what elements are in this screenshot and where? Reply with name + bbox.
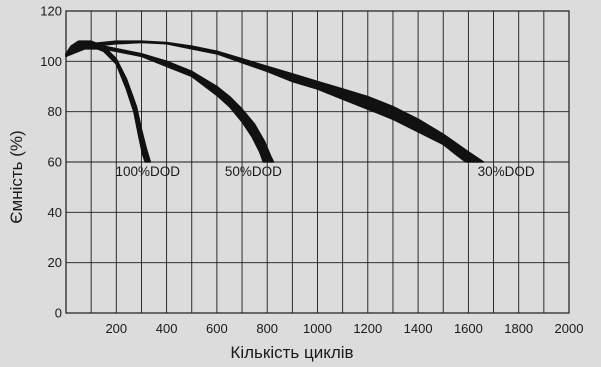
grid-lines bbox=[66, 11, 569, 313]
y-tick-label: 60 bbox=[48, 155, 62, 170]
curve-annotations: 100%DOD 50%DOD 30%DOD bbox=[115, 164, 534, 179]
y-tick-label: 20 bbox=[48, 255, 62, 270]
y-tick-label: 100 bbox=[40, 54, 62, 69]
y-tick-label: 0 bbox=[55, 306, 62, 321]
curve-label: 100%DOD bbox=[115, 164, 180, 179]
x-tick-label: 1400 bbox=[404, 321, 433, 336]
x-tick-label: 1200 bbox=[353, 321, 382, 336]
y-tick-labels: 0 20 40 60 80 100 120 bbox=[40, 4, 62, 321]
curve-label: 30%DOD bbox=[478, 164, 535, 179]
x-tick-label: 200 bbox=[105, 321, 127, 336]
y-axis-label: Ємність (%) bbox=[7, 130, 26, 223]
y-tick-label: 120 bbox=[40, 4, 62, 19]
x-tick-labels: 200 400 600 800 1000 1200 1400 1600 1800 2000 bbox=[105, 321, 583, 336]
x-tick-label: 2000 bbox=[555, 321, 584, 336]
y-tick-label: 80 bbox=[48, 104, 62, 119]
y-tick-label: 40 bbox=[48, 205, 62, 220]
x-tick-label: 1800 bbox=[504, 321, 533, 336]
plot-frame bbox=[65, 10, 570, 314]
curves-layer bbox=[65, 40, 485, 163]
x-tick-label: 1600 bbox=[454, 321, 483, 336]
curve-label: 50%DOD bbox=[225, 164, 282, 179]
x-tick-label: 1000 bbox=[303, 321, 332, 336]
x-tick-label: 800 bbox=[256, 321, 278, 336]
curve-50pct-dod bbox=[65, 44, 275, 163]
x-axis-label: Кількість циклів bbox=[230, 343, 353, 362]
curve-30pct-dod bbox=[65, 40, 485, 163]
x-tick-label: 600 bbox=[206, 321, 228, 336]
plot-border bbox=[65, 10, 570, 314]
x-tick-label: 400 bbox=[156, 321, 178, 336]
